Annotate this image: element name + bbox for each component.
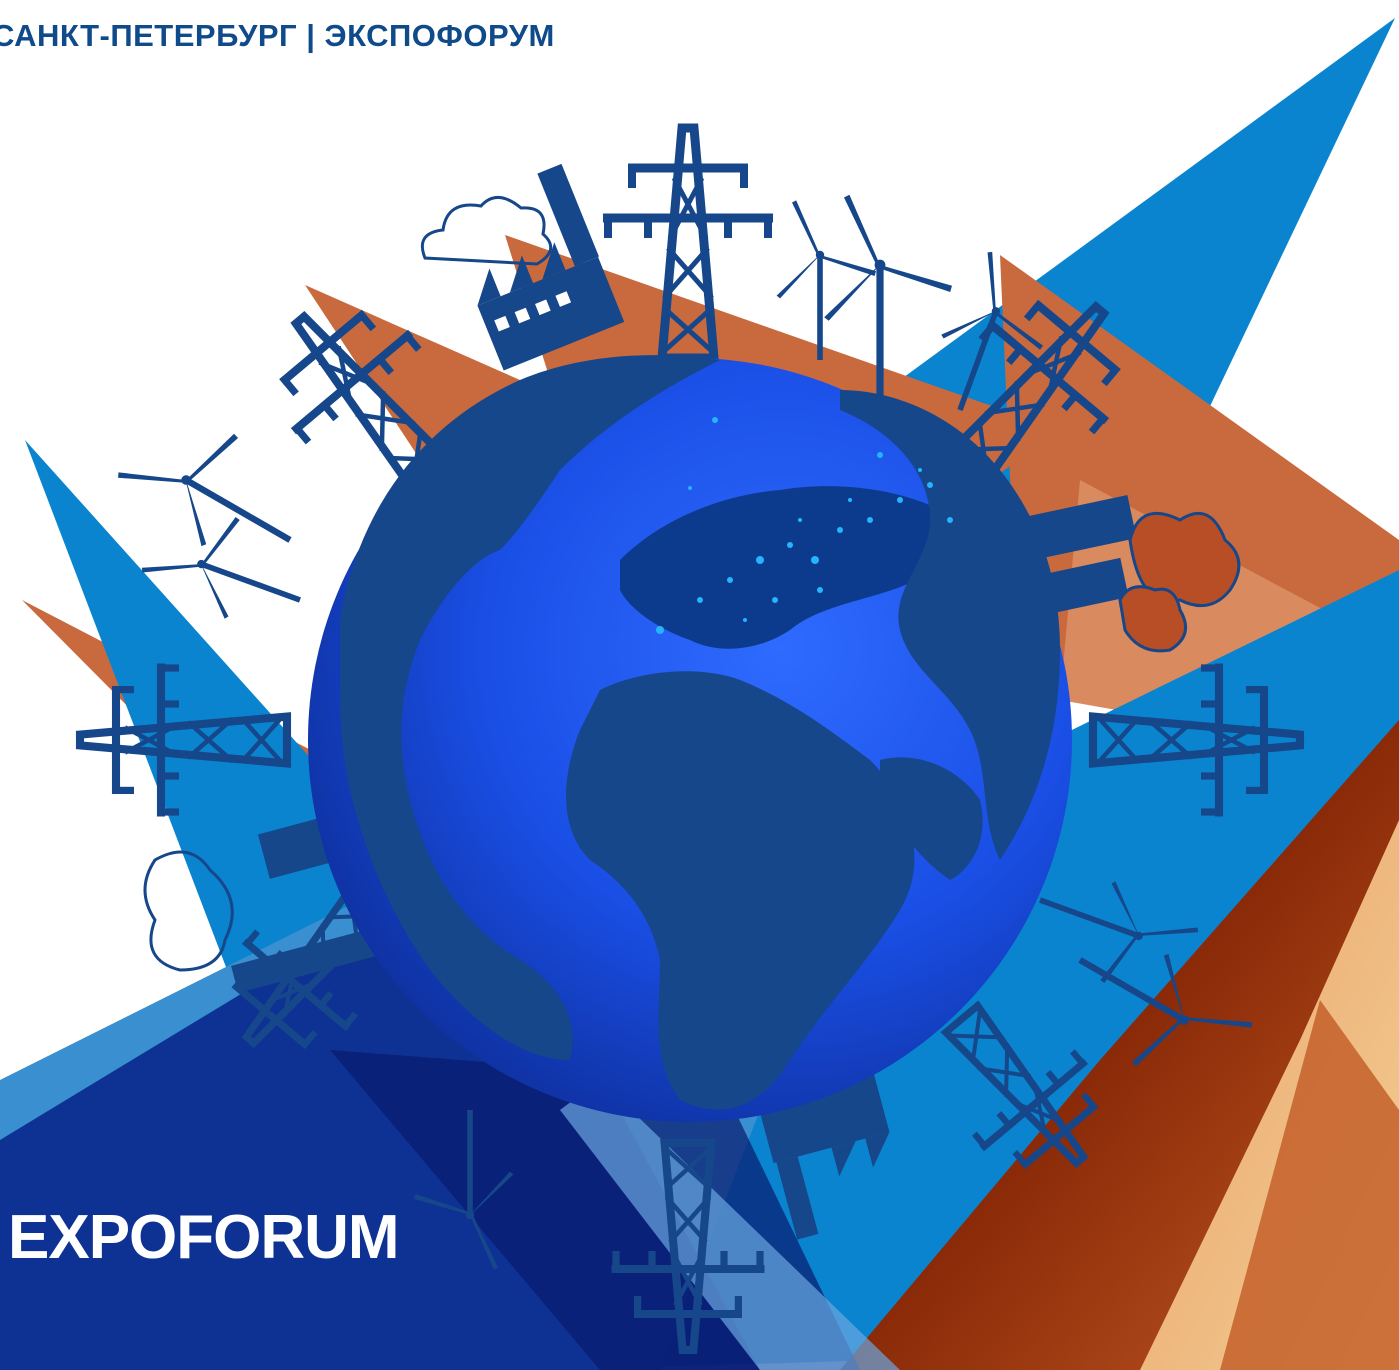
wind-turbine-icon (107, 393, 322, 583)
land-east (840, 390, 1060, 860)
land-europe (620, 486, 948, 649)
cloud-icon (1118, 511, 1241, 653)
expoforum-logo: EXPOFORUM (8, 1203, 400, 1272)
orange-streak-bottom-right (1220, 1000, 1399, 1370)
globe-icon (308, 355, 1072, 1122)
land-north (340, 355, 720, 1060)
location-header: САНКТ-ПЕТЕРБУРГ | ЭКСПОФОРУМ (0, 18, 555, 53)
cloud-icon (143, 850, 234, 972)
factory-icon (477, 163, 625, 371)
land-africa (566, 671, 915, 1110)
land-arabia (880, 757, 983, 880)
light-blue-streak-bottom (560, 1080, 900, 1370)
city-lights (656, 417, 953, 634)
cloud-icon (420, 196, 553, 266)
